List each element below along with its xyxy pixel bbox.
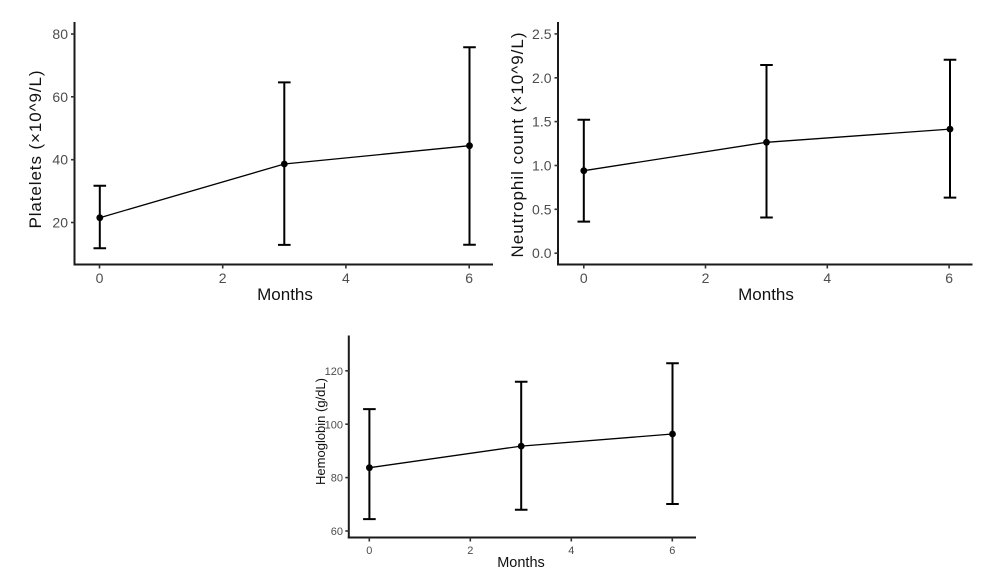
svg-text:Hemoglobin (g/dL): Hemoglobin (g/dL) [313, 378, 328, 485]
svg-text:Months: Months [257, 285, 313, 304]
svg-text:6: 6 [945, 270, 953, 286]
svg-text:100: 100 [325, 419, 343, 431]
svg-text:2.0: 2.0 [532, 70, 552, 86]
svg-text:4: 4 [342, 270, 350, 286]
svg-text:Months: Months [497, 555, 545, 571]
svg-text:40: 40 [52, 152, 68, 168]
svg-text:1.0: 1.0 [532, 158, 552, 174]
svg-text:60: 60 [52, 89, 68, 105]
svg-text:2: 2 [219, 270, 227, 286]
svg-text:2: 2 [467, 545, 473, 557]
svg-text:1.5: 1.5 [532, 114, 552, 130]
svg-text:Platelets (×10^9/L): Platelets (×10^9/L) [26, 71, 45, 229]
svg-text:6: 6 [465, 270, 473, 286]
svg-text:80: 80 [331, 473, 343, 485]
svg-text:60: 60 [331, 526, 343, 538]
svg-text:80: 80 [52, 26, 68, 42]
svg-text:4: 4 [823, 270, 831, 286]
svg-text:2.5: 2.5 [532, 26, 552, 42]
svg-text:0.0: 0.0 [532, 245, 552, 261]
svg-text:0.5: 0.5 [532, 201, 552, 217]
svg-text:0: 0 [580, 270, 588, 286]
svg-text:Neutrophil count (×10^9/L): Neutrophil count (×10^9/L) [508, 33, 527, 258]
svg-text:6: 6 [669, 545, 675, 557]
svg-text:4: 4 [568, 545, 574, 557]
svg-text:Months: Months [738, 285, 794, 304]
svg-text:120: 120 [325, 366, 343, 378]
svg-text:2: 2 [702, 270, 710, 286]
svg-text:0: 0 [366, 545, 372, 557]
svg-text:0: 0 [96, 270, 104, 286]
svg-text:20: 20 [52, 215, 68, 231]
